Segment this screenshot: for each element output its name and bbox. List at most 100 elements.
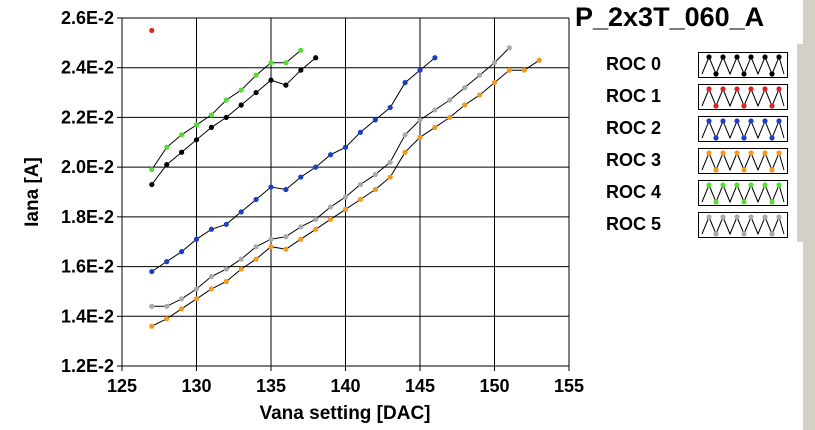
data-point-roc-5 bbox=[432, 107, 438, 113]
data-point-roc-3 bbox=[238, 266, 244, 272]
data-point-roc-0 bbox=[149, 181, 155, 188]
data-point-roc-5 bbox=[208, 273, 214, 280]
data-point-roc-4 bbox=[179, 132, 185, 138]
legend-sample-roc-3 bbox=[698, 148, 788, 174]
data-point-roc-2 bbox=[223, 221, 229, 227]
data-point-roc-5 bbox=[342, 194, 349, 200]
legend-sample-roc-2 bbox=[698, 116, 788, 142]
x-axis-label: Vana setting [DAC] bbox=[259, 403, 430, 424]
data-point-roc-3 bbox=[313, 226, 319, 232]
data-point-roc-4 bbox=[149, 167, 155, 173]
data-point-roc-5 bbox=[238, 256, 244, 262]
legend-sample-roc-0 bbox=[698, 52, 788, 78]
legend-label: ROC 5 bbox=[606, 214, 662, 234]
legend-label: ROC 2 bbox=[606, 118, 662, 138]
legend-item-roc-3: ROC 3 bbox=[600, 148, 795, 174]
x-tick-label: 145 bbox=[405, 376, 435, 396]
data-point-roc-5 bbox=[268, 236, 274, 242]
data-point-roc-2 bbox=[372, 117, 378, 123]
data-point-roc-0 bbox=[208, 124, 214, 130]
data-point-roc-3 bbox=[357, 196, 363, 203]
y-tick-label: 2.4E-2 bbox=[61, 58, 114, 78]
data-point-roc-5 bbox=[328, 204, 334, 210]
data-point-roc-3 bbox=[536, 57, 542, 63]
data-point-roc-1 bbox=[149, 27, 155, 34]
data-point-roc-5 bbox=[179, 296, 185, 302]
data-point-roc-5 bbox=[506, 45, 512, 51]
data-point-roc-3 bbox=[447, 114, 453, 121]
data-point-roc-5 bbox=[402, 132, 408, 138]
data-point-roc-5 bbox=[462, 85, 468, 91]
legend-scrollbar[interactable] bbox=[797, 44, 803, 242]
data-point-roc-2 bbox=[193, 236, 200, 242]
data-point-roc-3 bbox=[179, 306, 185, 312]
grid bbox=[122, 17, 570, 366]
chart-title: P_2x3T_060_A bbox=[575, 2, 765, 32]
data-point-roc-5 bbox=[357, 181, 363, 188]
data-point-roc-5 bbox=[193, 286, 200, 292]
data-point-roc-4 bbox=[164, 144, 170, 150]
data-point-roc-5 bbox=[164, 303, 170, 309]
data-point-roc-4 bbox=[268, 60, 274, 66]
legend-item-roc-2: ROC 2 bbox=[600, 116, 795, 142]
data-point-roc-3 bbox=[372, 186, 378, 193]
data-point-roc-5 bbox=[223, 266, 229, 272]
data-point-roc-5 bbox=[387, 159, 393, 165]
data-point-roc-3 bbox=[164, 316, 170, 322]
right-panel-strip bbox=[803, 0, 815, 430]
data-point-roc-2 bbox=[313, 164, 319, 170]
y-tick-label: 1.2E-2 bbox=[61, 356, 114, 376]
data-point-roc-5 bbox=[283, 234, 289, 240]
data-point-roc-0 bbox=[253, 89, 259, 96]
data-point-roc-5 bbox=[149, 303, 155, 309]
data-point-roc-3 bbox=[491, 80, 498, 86]
data-point-roc-2 bbox=[179, 249, 185, 255]
data-point-roc-2 bbox=[208, 226, 214, 232]
legend-label: ROC 1 bbox=[606, 86, 662, 106]
x-tick-label: 130 bbox=[181, 376, 211, 396]
legend-sample-roc-1 bbox=[698, 84, 788, 110]
data-point-roc-3 bbox=[208, 286, 214, 292]
axis-ticks: 125 130 135 140 145 150 155 1.2E-2 1.4E-2 1.6E-2 1… bbox=[61, 8, 584, 396]
data-point-roc-2 bbox=[164, 259, 170, 265]
data-point-roc-4 bbox=[253, 72, 259, 78]
data-point-roc-3 bbox=[402, 149, 408, 155]
data-point-roc-0 bbox=[283, 82, 289, 88]
data-point-roc-5 bbox=[253, 244, 259, 250]
y-tick-label: 2.6E-2 bbox=[61, 8, 114, 28]
legend-sample-roc-5 bbox=[698, 212, 788, 238]
y-axis-label: Iana [A] bbox=[22, 157, 43, 227]
data-point-roc-0 bbox=[238, 102, 244, 108]
data-point-roc-0 bbox=[179, 149, 185, 155]
data-point-roc-4 bbox=[283, 60, 289, 66]
data-point-roc-5 bbox=[491, 60, 498, 66]
data-point-roc-4 bbox=[193, 122, 200, 128]
data-point-roc-3 bbox=[417, 134, 423, 140]
data-point-roc-2 bbox=[402, 80, 408, 86]
data-point-roc-5 bbox=[447, 97, 453, 103]
data-point-roc-2 bbox=[387, 104, 393, 111]
data-point-roc-0 bbox=[193, 137, 200, 143]
legend-label: ROC 4 bbox=[606, 182, 662, 202]
data-point-roc-5 bbox=[477, 72, 483, 78]
y-tick-label: 1.8E-2 bbox=[61, 207, 114, 227]
data-point-roc-2 bbox=[417, 67, 423, 73]
legend-item-roc-4: ROC 4 bbox=[600, 180, 795, 206]
data-point-roc-5 bbox=[417, 117, 423, 123]
data-point-roc-5 bbox=[372, 172, 378, 178]
legend-label: ROC 0 bbox=[606, 54, 662, 74]
data-point-roc-0 bbox=[313, 55, 319, 61]
data-point-roc-2 bbox=[342, 144, 349, 150]
data-point-roc-3 bbox=[193, 296, 200, 302]
data-point-roc-3 bbox=[149, 323, 155, 329]
data-point-roc-3 bbox=[283, 246, 289, 252]
y-tick-label: 1.6E-2 bbox=[61, 257, 114, 277]
series-line-roc-2 bbox=[151, 57, 436, 272]
data-point-roc-0 bbox=[223, 114, 229, 121]
data-point-roc-2 bbox=[328, 152, 334, 158]
data-point-roc-4 bbox=[223, 97, 229, 103]
data-point-roc-3 bbox=[328, 216, 334, 222]
legend-item-roc-5: ROC 5 bbox=[600, 212, 795, 238]
data-point-roc-3 bbox=[462, 102, 468, 108]
data-point-roc-5 bbox=[313, 216, 319, 222]
